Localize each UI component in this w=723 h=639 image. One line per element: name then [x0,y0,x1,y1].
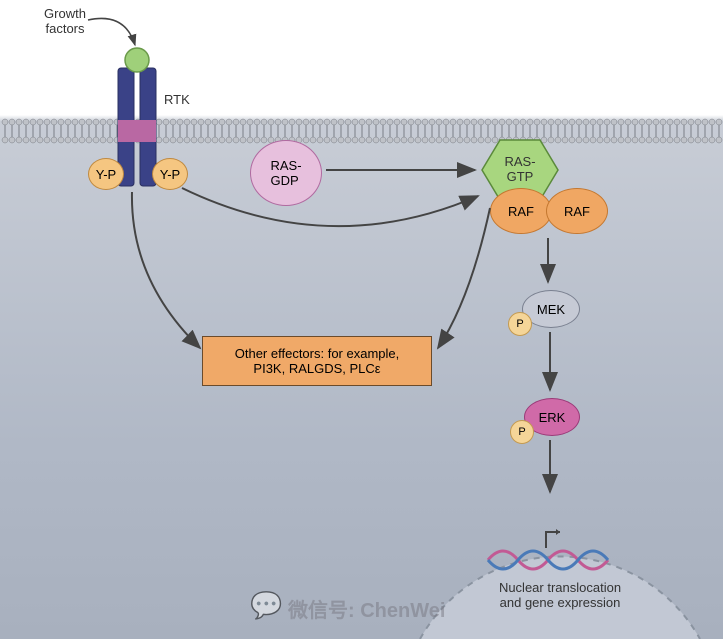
raf2-text: RAF [564,204,590,219]
mek-text: MEK [537,302,565,317]
watermark-wechat-icon: 💬 [250,590,282,621]
watermark-label: 微信号: ChenWei [288,594,445,623]
p1-text: P [516,318,523,330]
yp-right-text: Y-P [160,167,180,182]
ras-gdp-node: RAS- GDP [250,140,322,206]
erk-p-node: P [510,420,534,444]
membrane-layer [0,0,723,639]
raf-2-node: RAF [546,188,608,234]
yp-right: Y-P [152,158,188,190]
p2-text: P [518,426,525,438]
effectors-text: Other effectors: for example, PI3K, RALG… [235,346,400,376]
ras-gtp-hex [0,0,723,639]
raf-1-node: RAF [490,188,552,234]
diagram-container: Growth factors RTK Y-P Y-P RAS- GDP RAS-… [0,0,723,639]
erk-text: ERK [539,410,566,425]
gf-arrow [0,0,723,639]
raf1-text: RAF [508,204,534,219]
rtk-receptor [0,0,723,639]
effectors-box: Other effectors: for example, PI3K, RALG… [202,336,432,386]
ras-gdp-text: RAS- GDP [270,158,301,188]
mek-p-node: P [508,312,532,336]
yp-left: Y-P [88,158,124,190]
nucleus-label: Nuclear translocation and gene expressio… [480,580,640,610]
yp-left-text: Y-P [96,167,116,182]
rtk-label: RTK [164,92,190,107]
arrows-layer [0,0,723,639]
ras-gtp-label: RAS- GTP [498,154,542,184]
nucleus-shape [0,0,723,639]
growth-factors-label: Growth factors [30,6,100,36]
